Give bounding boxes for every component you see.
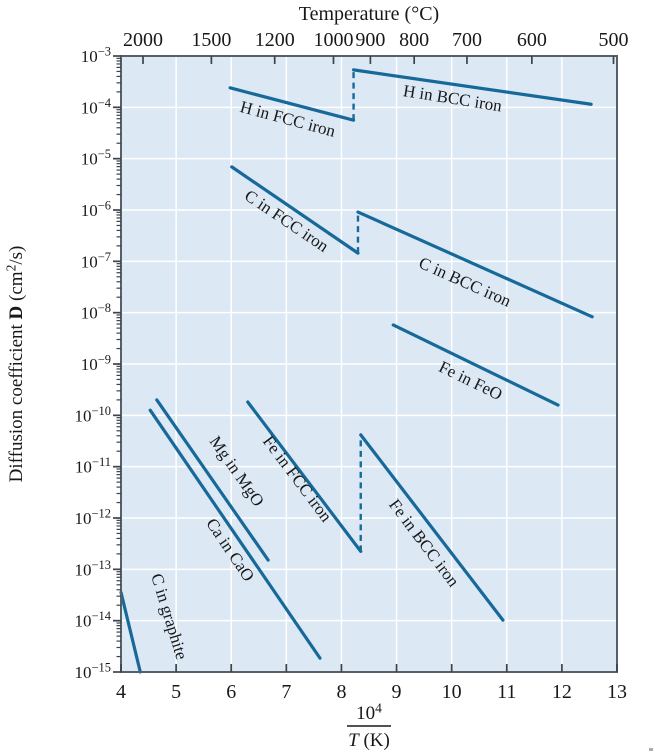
x-axis-tick-label: 10: [442, 681, 462, 703]
gridlines: [121, 56, 617, 672]
top-axis-tick-label: 1000: [313, 29, 353, 51]
x-axis-tick-label: 4: [116, 681, 126, 703]
series-line-h-in-bcc-iron: [351, 68, 593, 106]
y-axis-tick-label: 10−13: [74, 558, 111, 580]
top-axis-tick-label: 500: [599, 29, 629, 51]
x-axis-tick-label: 13: [607, 681, 627, 703]
series-line-fe-in-fcc-iron: [246, 400, 363, 553]
series-line-c-in-bcc-iron: [356, 210, 594, 319]
x-axis-tick-label: 6: [226, 681, 236, 703]
y-axis-tick-label: 10−14: [74, 609, 111, 631]
x-axis-tick-label: 5: [171, 681, 181, 703]
series-line-fe-in-feo: [391, 323, 560, 407]
page-artifact-speck: [649, 748, 653, 751]
y-axis-tick-label: 10−8: [81, 301, 111, 323]
top-axis-tick-label: 700: [452, 29, 482, 51]
top-axis-title: Temperature (°C): [299, 3, 439, 25]
x-axis-tick-label: 12: [552, 681, 572, 703]
series-line-mg-in-mgo: [155, 398, 270, 562]
y-axis-tick-label: 10−15: [74, 661, 111, 683]
x-axis-tick-label: 9: [392, 681, 402, 703]
x-axis-tick-label: 11: [497, 681, 516, 703]
series-line-fe-in-bcc-iron: [359, 433, 505, 622]
y-axis-tick-label: 10−10: [74, 404, 111, 426]
y-axis-tick-label: 10−6: [81, 199, 111, 221]
series-line-c-in-fcc-iron: [230, 165, 360, 255]
x-axis-title-denominator: T (K): [348, 730, 390, 751]
top-axis-tick-label: 900: [355, 29, 385, 51]
series-line-ca-in-cao: [148, 408, 322, 660]
series-line-h-in-fcc-iron: [228, 86, 356, 122]
top-axis-tick-label: 800: [399, 29, 429, 51]
y-axis-tick-label: 10−9: [81, 353, 111, 375]
y-axis-tick-label: 10−3: [81, 45, 111, 67]
top-axis-tick-label: 2000: [123, 29, 163, 51]
y-axis-tick-label: 10−12: [74, 507, 111, 529]
x-axis-tick-label: 8: [336, 681, 346, 703]
top-axis-tick-label: 1200: [255, 29, 295, 51]
series-line-c-in-graphite: [119, 590, 142, 674]
y-axis-tick-label: 10−11: [75, 455, 111, 477]
x-axis-tick-label: 7: [281, 681, 291, 703]
y-axis-tick-label: 10−4: [81, 96, 112, 118]
y-axis-tick-label: 10−7: [81, 250, 111, 272]
top-axis-tick-label: 1500: [191, 29, 231, 51]
x-axis-title-numerator: 104: [356, 701, 382, 725]
axis-ticks: [113, 55, 618, 673]
y-axis-title: Diffusion coefficient D (cm2/s): [4, 246, 28, 483]
y-axis-tick-label: 10−5: [81, 147, 111, 169]
y-axis-minor-ticks: [116, 57, 121, 658]
top-axis-tick-label: 600: [517, 29, 547, 51]
